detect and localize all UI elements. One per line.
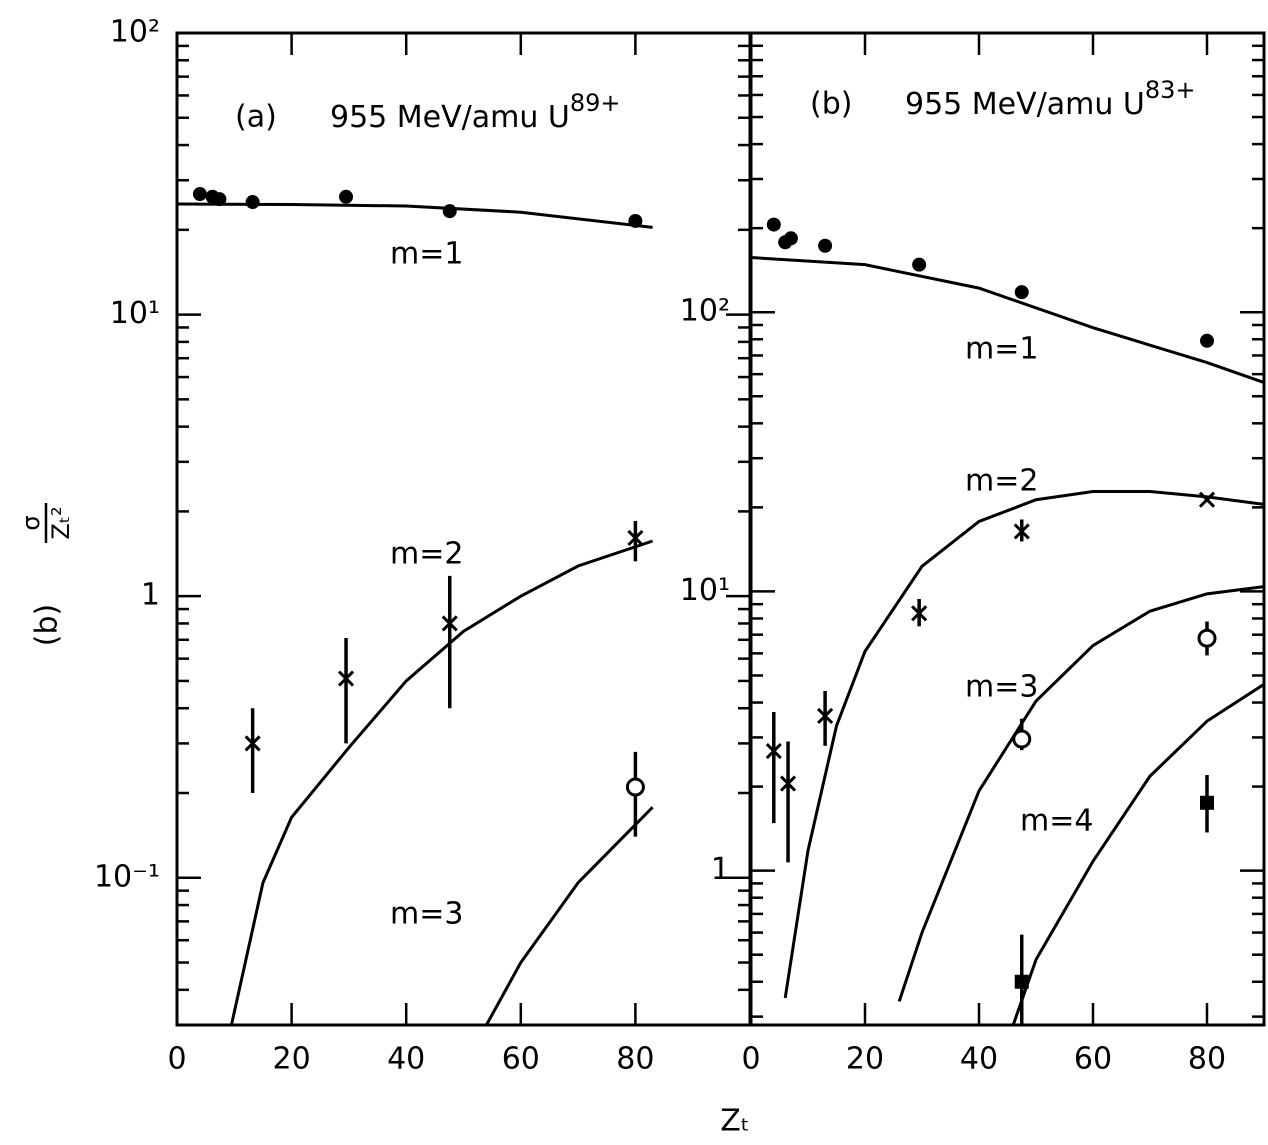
- y-tick-label: 10²: [110, 15, 160, 50]
- curve-label: m=3: [390, 897, 463, 932]
- x-tick-label: 60: [1074, 1042, 1112, 1077]
- panel-title: 955 MeV/amu U89+: [330, 89, 621, 135]
- data-point: [192, 187, 207, 202]
- data-point: [818, 238, 833, 253]
- x-axis-label: Zₜ: [720, 1104, 749, 1139]
- data-point: [1197, 628, 1217, 648]
- y-label-numerator: σ: [17, 515, 45, 530]
- y-axis-label: σ Zₜ² (b): [17, 503, 75, 646]
- data-point: [779, 775, 797, 792]
- y-tick-label: 10¹: [110, 296, 160, 331]
- data-point: [627, 529, 644, 546]
- data-point: [817, 707, 834, 725]
- data-point: [441, 615, 458, 632]
- data-point: [337, 670, 355, 687]
- theory-curve: [897, 585, 1264, 1002]
- title-sup: 89+: [570, 89, 621, 117]
- data-point: [339, 189, 354, 204]
- theory-curve: [751, 256, 1264, 384]
- data-point: [1013, 523, 1030, 540]
- curve-label: m=4: [1020, 804, 1093, 839]
- y-tick-label: 10¹: [680, 573, 730, 608]
- y-label-unit: (b): [30, 604, 65, 646]
- data-point: [1014, 974, 1029, 989]
- x-tick-label: 80: [1188, 1042, 1226, 1077]
- y-tick-label: 10²: [680, 294, 730, 329]
- data-point: [766, 217, 781, 232]
- title-main: 955 MeV/amu U: [905, 87, 1145, 122]
- data-point: [628, 213, 643, 228]
- y-tick-label: 1: [141, 578, 160, 613]
- curve-label: m=3: [965, 670, 1038, 705]
- data-point: [765, 743, 782, 760]
- theory-curve: [485, 806, 654, 1025]
- curve-label: m=2: [965, 464, 1038, 499]
- plot-area: [751, 256, 1264, 1025]
- data-point: [244, 735, 261, 752]
- title-sup: 83+: [1145, 76, 1196, 104]
- panel-label: (a): [235, 100, 277, 135]
- x-tick-label: 20: [273, 1042, 311, 1077]
- data-point: [625, 777, 645, 797]
- panel-title: 955 MeV/amu U83+: [905, 76, 1196, 122]
- data-point: [1012, 729, 1032, 749]
- theory-curve: [229, 539, 654, 1025]
- x-tick-label: 40: [960, 1042, 998, 1077]
- data-point: [1014, 285, 1029, 300]
- curve-label: m=1: [965, 332, 1038, 367]
- x-tick-label: 40: [387, 1042, 425, 1077]
- x-tick-label: 0: [167, 1042, 186, 1077]
- plot-frame: [749, 31, 1266, 1027]
- y-label-denominator: Zₜ²: [47, 506, 75, 539]
- theory-curve: [783, 489, 1264, 999]
- y-tick-label: 10⁻¹: [94, 859, 160, 894]
- data-point: [912, 257, 927, 272]
- data-point: [212, 192, 227, 207]
- x-tick-label: 80: [616, 1042, 654, 1077]
- data-point: [442, 204, 457, 219]
- panel-label: (b): [810, 87, 852, 122]
- theory-curve: [1011, 683, 1264, 1025]
- data-point: [911, 605, 928, 622]
- curve-label: m=2: [390, 537, 463, 572]
- plot-frame: [175, 31, 752, 1027]
- data-point: [1198, 491, 1216, 508]
- x-tick-label: 60: [502, 1042, 540, 1077]
- x-tick-label: 20: [846, 1042, 884, 1077]
- data-point: [1200, 333, 1214, 348]
- curve-label: m=1: [390, 237, 463, 272]
- data-point: [1200, 795, 1214, 810]
- data-point: [245, 195, 260, 210]
- x-tick-label: 0: [741, 1042, 760, 1077]
- title-main: 955 MeV/amu U: [330, 100, 570, 135]
- y-tick-label: 1: [711, 852, 730, 887]
- data-point: [783, 231, 798, 246]
